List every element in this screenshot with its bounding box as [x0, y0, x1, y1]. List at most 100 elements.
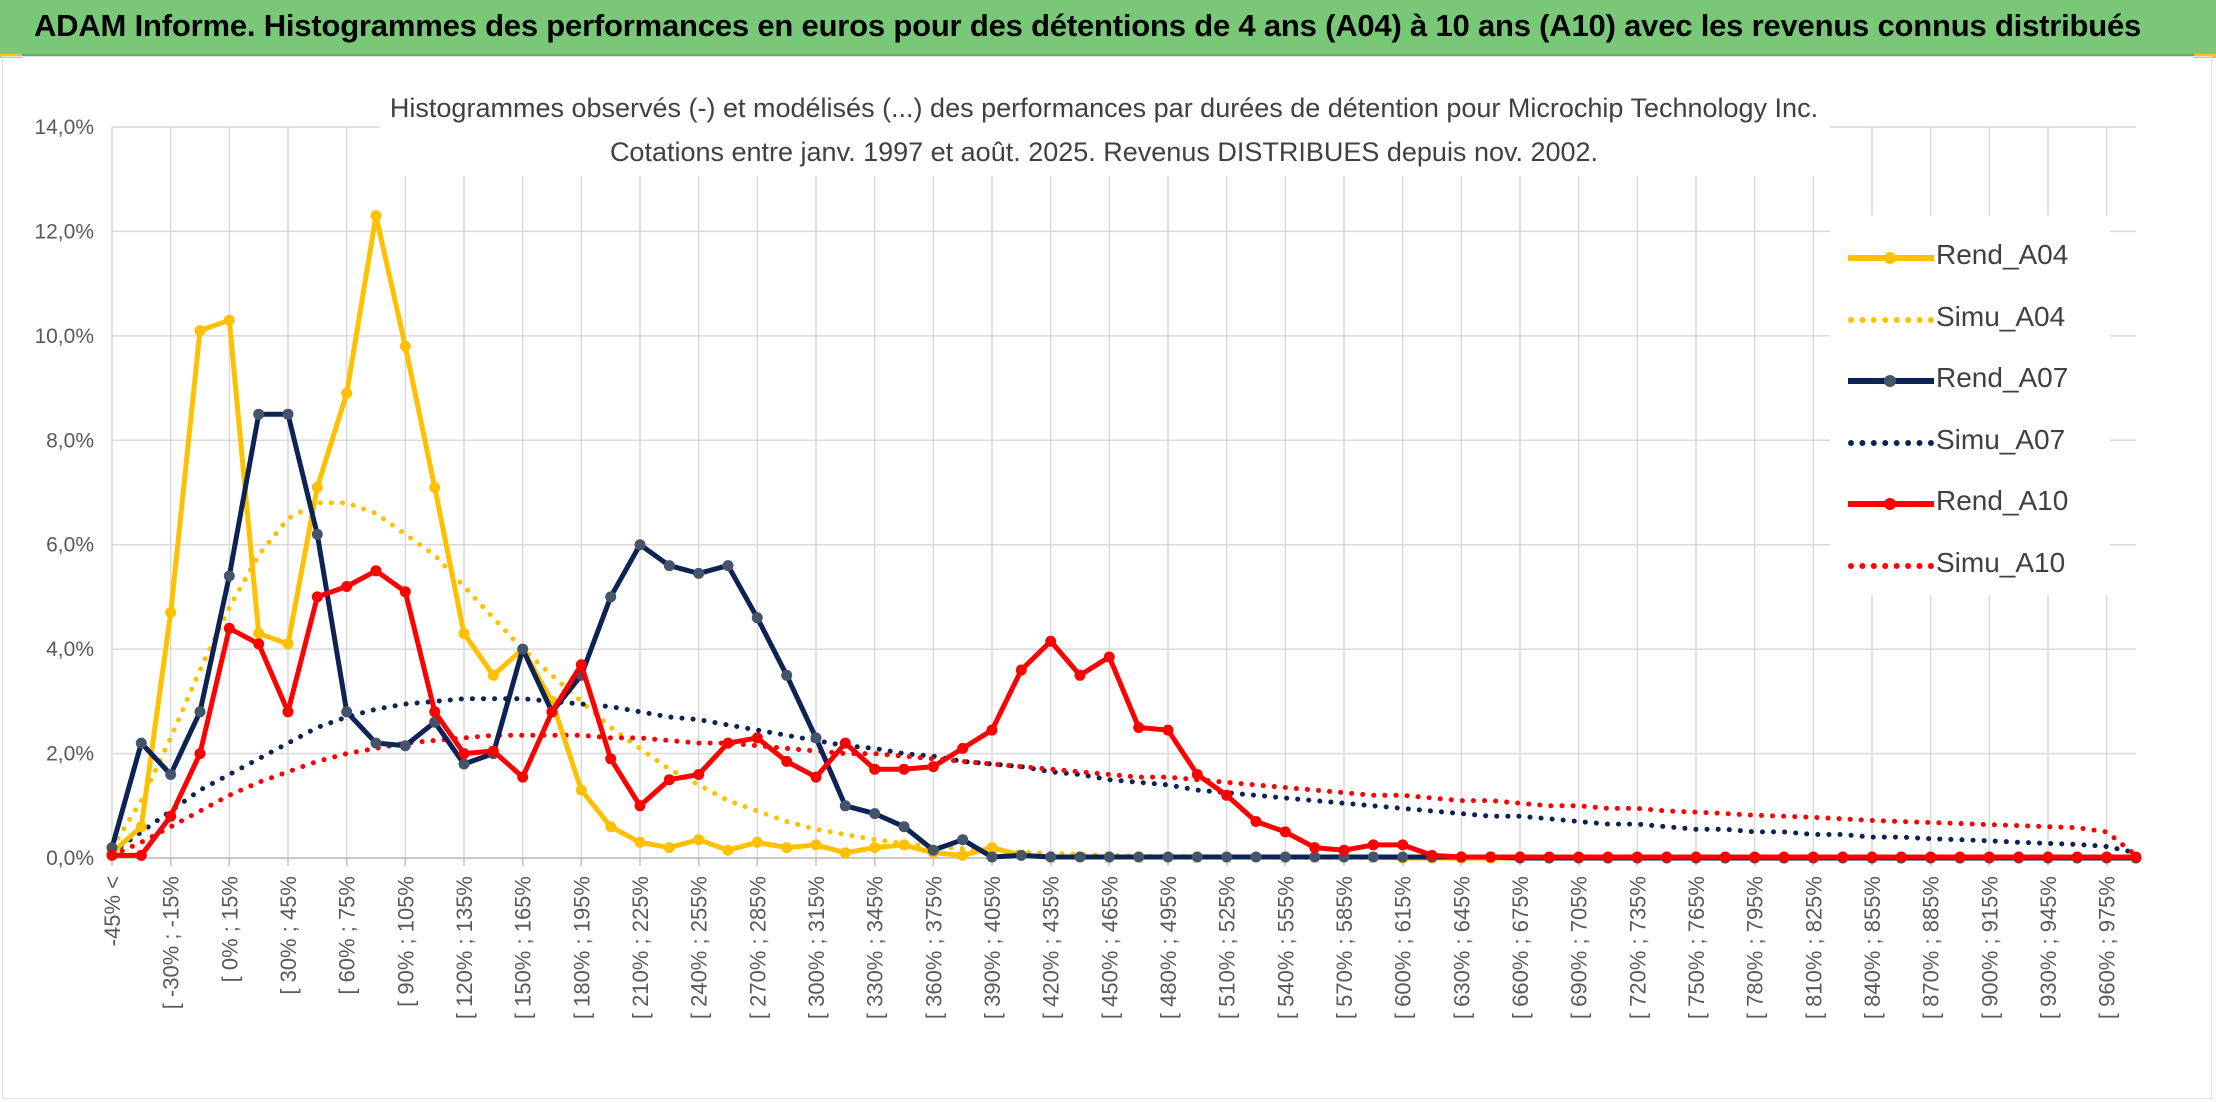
x-tick-label: [ 690% ; 705%: [1567, 876, 1592, 1019]
x-tick-label: [ 930% ; 945%: [2036, 876, 2061, 1019]
data-point: [1221, 789, 1233, 801]
x-tick-label: [ 390% ; 405%: [980, 876, 1005, 1019]
data-point: [517, 643, 529, 655]
data-point: [839, 847, 851, 859]
x-tick-label: [ 540% ; 555%: [1273, 876, 1298, 1019]
data-point: [693, 769, 705, 780]
data-point: [751, 732, 763, 744]
data-point: [1045, 635, 1057, 647]
data-point: [1749, 851, 1761, 863]
data-point: [1397, 851, 1409, 863]
x-tick-label: [ 630% ; 645%: [1449, 876, 1474, 1019]
x-tick-label: [ 120% ; 135%: [452, 876, 477, 1019]
data-point: [1455, 851, 1467, 863]
data-point: [1133, 722, 1145, 733]
chart-subtitle: Cotations entre janv. 1997 et août. 2025…: [610, 137, 1598, 167]
data-point: [751, 612, 763, 624]
data-point: [1015, 664, 1027, 676]
data-point: [1133, 851, 1145, 863]
data-point: [311, 481, 323, 493]
data-point: [1661, 851, 1673, 863]
legend-swatch: [1848, 439, 1934, 446]
y-tick-label: 0,0%: [46, 847, 94, 870]
x-tick-label: [ 450% ; 465%: [1097, 876, 1122, 1019]
data-point: [1397, 839, 1409, 851]
data-point: [1983, 851, 1995, 863]
data-point: [194, 325, 206, 337]
data-point: [517, 771, 529, 783]
data-point: [1573, 851, 1585, 863]
data-point: [839, 800, 851, 812]
y-tick-label: 12,0%: [34, 220, 94, 243]
data-point: [722, 844, 734, 856]
legend-swatch: [1848, 252, 1934, 264]
data-point: [1162, 851, 1174, 863]
data-point: [341, 581, 353, 592]
legend-label: Simu_A04: [1936, 300, 2066, 332]
data-point: [1367, 839, 1379, 851]
x-tick-label: [ 30% ; 45%: [276, 876, 301, 995]
y-tick-label: 14,0%: [34, 116, 94, 139]
data-point: [1690, 851, 1702, 863]
data-point: [1925, 851, 1937, 863]
data-point: [957, 834, 969, 846]
data-point: [1015, 849, 1027, 861]
data-point: [634, 800, 646, 812]
data-point: [1191, 769, 1203, 780]
data-point: [135, 821, 147, 833]
data-point: [2101, 851, 2113, 863]
data-point: [1309, 842, 1321, 854]
report-banner: ADAM Informe. Histogrammes des performan…: [0, 0, 2216, 56]
data-point: [1338, 844, 1350, 856]
data-point: [722, 560, 734, 572]
data-point: [2071, 851, 2083, 863]
x-tick-label: [ 780% ; 795%: [1743, 876, 1768, 1019]
data-point: [253, 628, 265, 639]
data-point: [1309, 851, 1321, 863]
data-point: [1162, 724, 1174, 736]
data-point: [1250, 816, 1262, 827]
data-point: [751, 836, 763, 848]
y-tick-label: 6,0%: [46, 534, 94, 557]
data-point: [194, 706, 206, 718]
data-point: [282, 408, 294, 420]
legend-label: Rend_A10: [1936, 485, 2069, 516]
series-line-simu-a07: [109, 696, 2139, 856]
report-title: ADAM Informe. Histogrammes des performan…: [34, 8, 2142, 43]
data-point: [781, 842, 793, 854]
data-point: [575, 659, 587, 671]
x-tick-label: -45% <: [100, 876, 125, 946]
data-point: [927, 761, 939, 773]
x-tick-label: [ 510% ; 525%: [1215, 876, 1240, 1019]
data-point: [194, 748, 206, 760]
data-point: [898, 821, 910, 833]
data-point: [693, 567, 705, 579]
x-tick-label: [ 150% ; 165%: [511, 876, 536, 1019]
data-point: [605, 821, 617, 833]
x-tick-label: [ 420% ; 435%: [1039, 876, 1064, 1019]
data-point: [781, 755, 793, 767]
data-point: [2013, 851, 2025, 863]
data-point: [986, 851, 998, 863]
legend-marker: [1884, 375, 1896, 387]
data-point: [135, 849, 147, 861]
data-point: [165, 810, 177, 822]
data-point: [165, 607, 177, 619]
x-tick-label: [ 840% ; 855%: [1860, 876, 1885, 1019]
x-tick-label: [ 240% ; 255%: [687, 876, 712, 1019]
legend-label: Rend_A07: [1936, 362, 2069, 393]
data-point: [1602, 851, 1614, 863]
y-tick-label: 4,0%: [46, 638, 94, 661]
data-point: [693, 834, 705, 846]
data-point: [282, 638, 294, 650]
legend: Rend_A04 Simu_A04 Rend_A07 Simu_A07 Rend_A10…: [1830, 215, 2110, 595]
legend-swatch: [1848, 316, 1934, 323]
data-point: [869, 842, 881, 854]
data-point: [223, 622, 235, 634]
x-tick-label: [ 90% ; 105%: [393, 876, 418, 1007]
x-tick-label: [ 60% ; 75%: [335, 876, 360, 995]
data-point: [487, 669, 499, 681]
data-point: [429, 706, 441, 718]
x-tick-label: [ 720% ; 735%: [1625, 876, 1650, 1019]
data-point: [1045, 851, 1057, 863]
